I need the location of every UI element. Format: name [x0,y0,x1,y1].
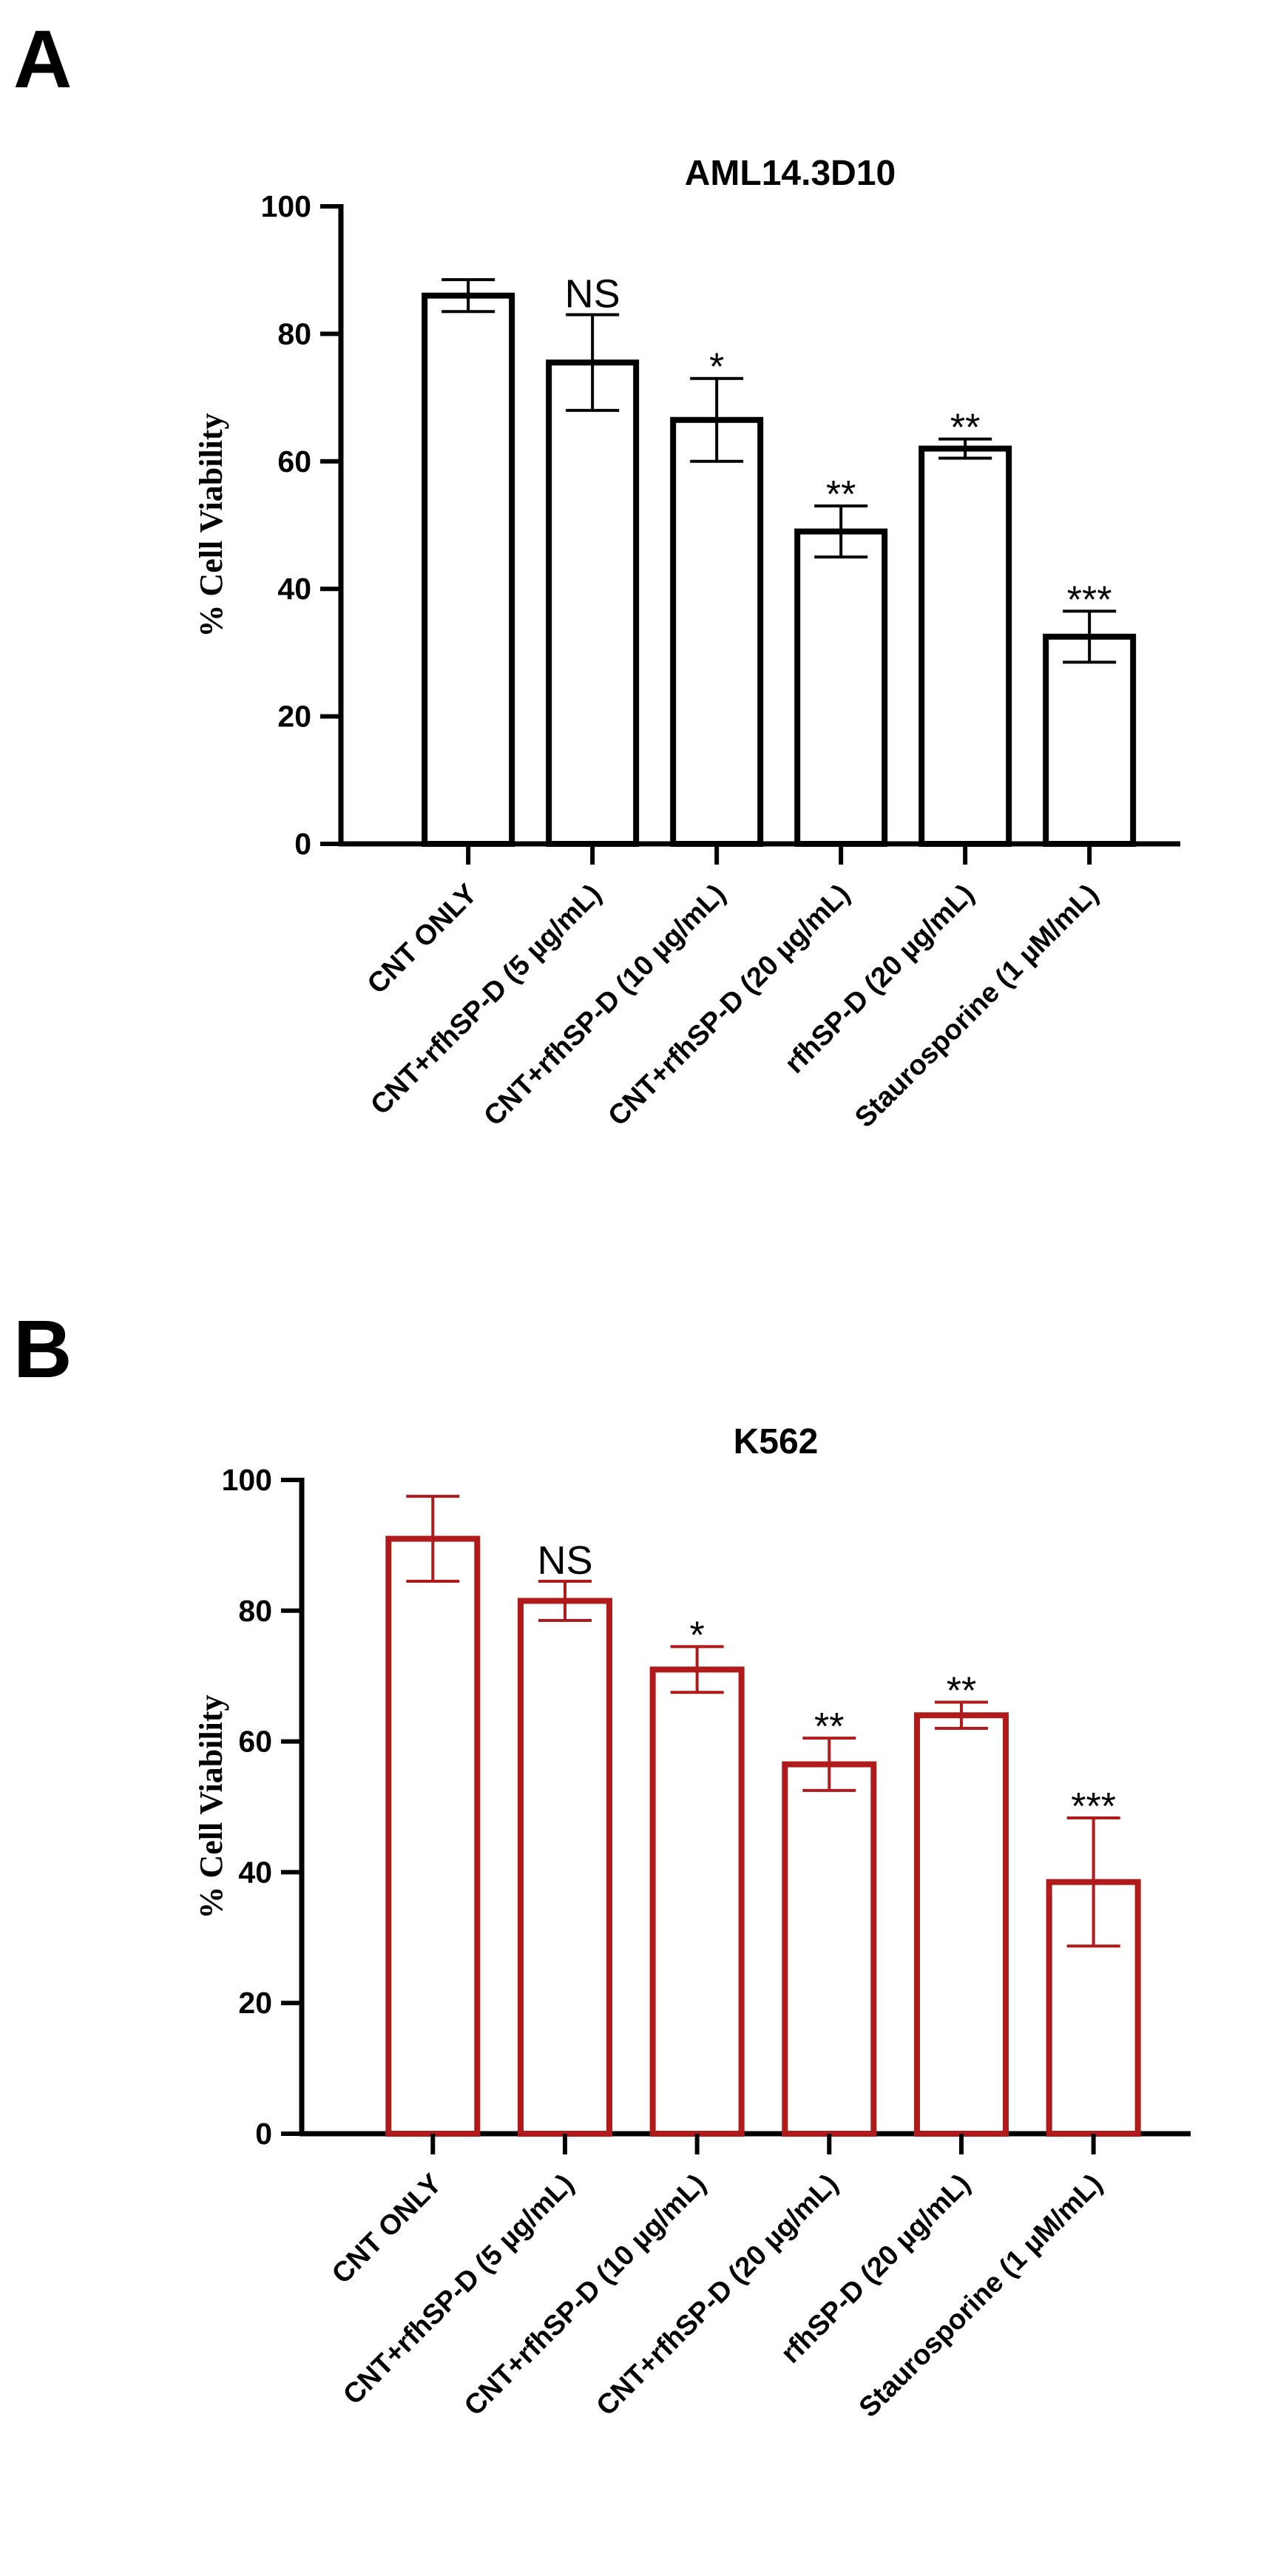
x-tick-label: CNT+rfhSP-D (20 µg/mL) [591,2168,845,2422]
y-tick-label: 80 [277,317,311,351]
y-tick-label: 20 [277,700,311,734]
bar [670,416,764,847]
bar [782,1761,877,2137]
significance-label: ** [950,407,980,450]
significance-label: * [709,346,724,389]
panel-letter-a: A [13,14,72,105]
x-tick-label: CNT+rfhSP-D (20 µg/mL) [603,879,856,1132]
bar [649,1666,745,2137]
significance-label: ** [826,473,856,516]
y-tick-label: 0 [255,2117,272,2151]
x-tick-label: CNT+rfhSP-D (5 µg/mL) [365,879,607,1121]
y-tick-label: 100 [222,1463,272,1497]
y-axis-label: % Cell Viability [193,1694,229,1919]
bar [794,528,888,847]
bar [517,1598,612,2137]
x-tick-label: CNT ONLY [326,2168,448,2291]
y-tick-label: 80 [238,1594,272,1628]
x-tick-label: CNT ONLY [362,879,484,1001]
significance-label: NS [537,1538,592,1583]
significance-label: * [690,1614,705,1657]
y-tick-label: 40 [238,1855,272,1889]
significance-label: ** [814,1705,844,1748]
y-tick-label: 100 [261,189,311,223]
y-tick-label: 0 [294,827,311,861]
significance-label: ** [947,1670,976,1713]
x-tick-label: Staurosporine (1 µM/mL) [849,879,1104,1134]
bar [422,292,515,847]
bar [385,1535,481,2137]
chart-title: K562 [734,1422,819,1461]
y-tick-label: 60 [238,1725,272,1759]
x-tick-label: CNT+rfhSP-D (5 µg/mL) [337,2168,580,2411]
y-tick-label: 20 [238,1986,272,2020]
significance-label: *** [1067,578,1112,621]
bar [1043,633,1137,847]
significance-label: NS [565,272,620,317]
x-tick-label: CNT+rfhSP-D (10 µg/mL) [478,879,732,1132]
bar [546,359,640,847]
panel-letter-b: B [13,1304,72,1395]
y-tick-label: 40 [277,572,311,606]
chart-title: AML14.3D10 [685,154,896,193]
chart-aml14-3d10: AML14.3D10 % Cell Viability 0 20 40 60 80 100 CN… [193,154,1180,1134]
x-tick-label: CNT+rfhSP-D (10 µg/mL) [459,2168,712,2422]
bar [913,1712,1009,2137]
y-tick-label: 60 [277,444,311,479]
chart-k562: K562 % Cell Viability 0 20 40 60 80 100 CNT ONLY… [193,1422,1191,2424]
bar [919,445,1012,847]
significance-label: *** [1071,1785,1116,1828]
x-tick-label: Staurosporine (1 µM/mL) [853,2168,1109,2424]
y-axis-label: % Cell Viability [193,413,229,637]
